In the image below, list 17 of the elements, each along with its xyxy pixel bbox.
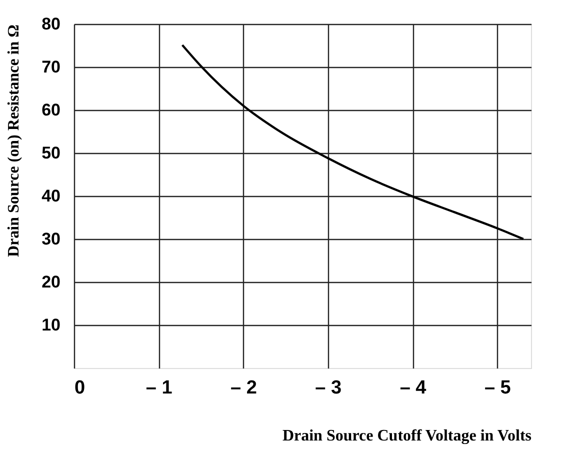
y-tick-label: 50	[42, 144, 60, 162]
y-tick-label: 10	[42, 316, 60, 334]
x-tick-label: – 3	[315, 378, 342, 398]
y-tick-label: 30	[42, 230, 60, 248]
y-tick-label: 20	[42, 272, 60, 292]
x-axis-title: Drain Source Cutoff Voltage in Volts	[282, 428, 532, 444]
y-tick-label: 60	[42, 100, 60, 120]
y-tick-label: 40	[42, 186, 60, 206]
y-axis-title: Drain Source (on) Resistance in Ω	[6, 24, 23, 258]
x-tick-label: – 2	[230, 378, 257, 398]
x-tick-label: – 5	[484, 378, 512, 398]
x-tick-label: 0	[74, 378, 86, 398]
x-tick-label: – 1	[146, 378, 173, 398]
x-tick-label: – 4	[400, 378, 427, 398]
y-tick-label: 80	[42, 14, 60, 34]
y-tick-label: 70	[42, 58, 60, 76]
line-series	[181, 44, 524, 240]
